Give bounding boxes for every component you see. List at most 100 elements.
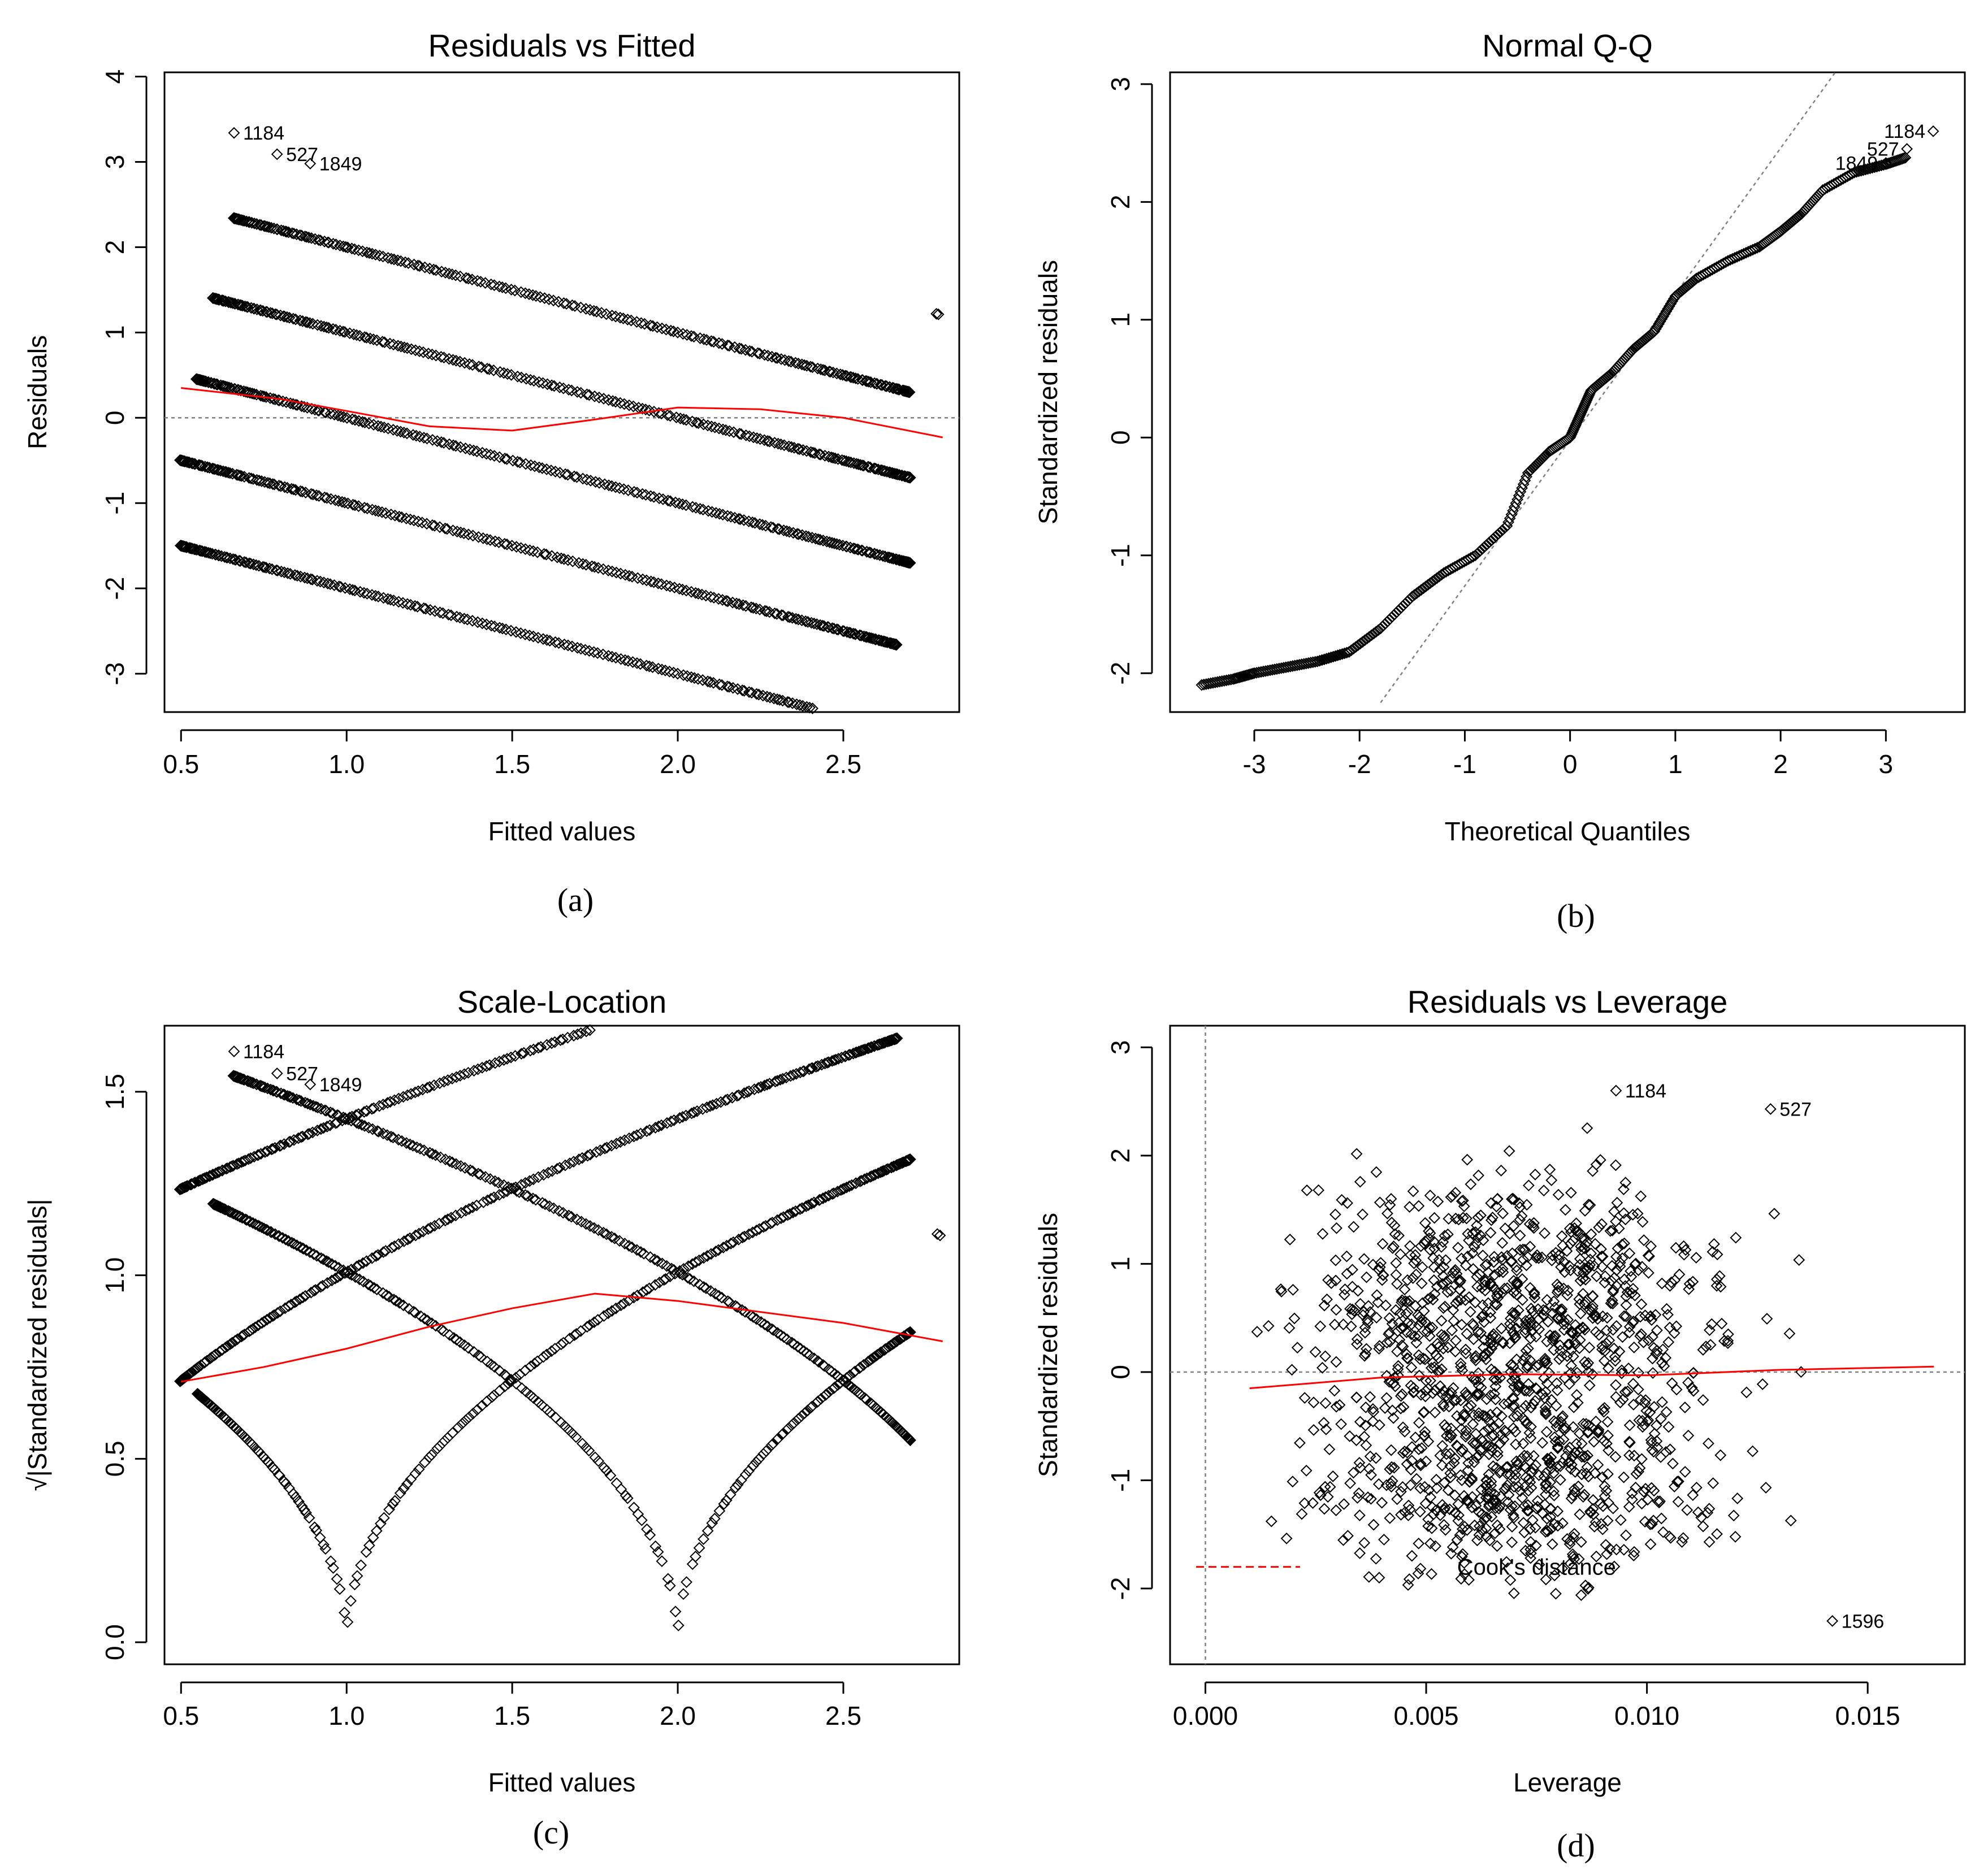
data-point [562,639,574,652]
data-point [1510,1285,1522,1297]
data-point [1861,163,1874,175]
data-point [792,1413,804,1425]
data-point [379,1245,392,1257]
data-point [600,1228,613,1240]
data-point [555,1338,568,1351]
data-point [329,1272,341,1285]
data-point [1485,1430,1498,1442]
data-point [1521,1450,1534,1463]
data-point [1619,1213,1632,1226]
data-point [1594,1498,1606,1510]
data-point [1517,1517,1530,1529]
data-point [1590,1159,1602,1171]
data-point [446,1156,458,1169]
data-point [614,311,626,324]
data-point [1582,1426,1594,1439]
data-point [1450,1394,1462,1406]
data-point [1542,1316,1554,1328]
data-point [1657,1526,1669,1538]
data-point [1711,1528,1723,1540]
data-point [1527,1450,1540,1462]
data-point [664,1580,676,1592]
data-point [802,616,814,628]
data-point [1512,1459,1524,1471]
data-point [1627,1315,1640,1327]
data-point [1462,1464,1474,1477]
data-point [588,390,601,402]
data-point [367,419,380,431]
data-point [1453,1509,1465,1521]
data-point [249,1321,261,1334]
data-point [329,1260,341,1272]
data-point [1404,1479,1417,1491]
data-point [1379,1402,1391,1415]
data-point [690,1256,702,1268]
y-tick-label: 2 [1106,1148,1135,1163]
data-point [1394,1486,1407,1498]
data-point [1544,1164,1556,1175]
data-point [1407,1185,1419,1198]
data-point [1386,1475,1398,1487]
data-point [705,335,717,348]
data-point [822,1190,835,1202]
data-point [613,482,626,494]
data-point [1638,1336,1650,1348]
data-point [1662,1336,1675,1348]
data-point [1501,520,1513,532]
data-point [506,540,518,552]
data-point [1415,1459,1427,1472]
data-point [385,1130,397,1143]
data-point [618,1298,630,1309]
data-point [1450,1268,1463,1280]
data-point [282,1235,294,1247]
data-point [1703,1503,1716,1515]
data-point [562,468,574,481]
data-point [808,617,820,630]
data-point [248,388,261,400]
data-point [1662,1421,1675,1433]
data-point [1540,1386,1552,1398]
data-point [388,253,400,266]
data-point [387,1498,399,1510]
data-point [704,1100,716,1112]
data-point [426,519,439,531]
data-point [531,546,544,558]
data-point [1592,1424,1605,1436]
data-point [1364,1450,1376,1463]
data-point [597,1226,610,1239]
data-point [1579,1299,1591,1311]
data-point [571,386,583,398]
data-point [418,602,430,614]
data-point [621,314,634,326]
data-point [1492,1369,1504,1381]
data-point [1547,1307,1559,1320]
data-point [890,639,903,651]
data-point [220,466,232,478]
y-tick-label: 0 [1106,1365,1135,1379]
data-point [1488,1488,1501,1500]
data-point [412,515,425,528]
data-point [1701,1507,1714,1519]
data-point [750,602,763,615]
data-point [460,1414,472,1426]
data-point [783,611,796,623]
data-point [1683,1278,1696,1290]
data-point [660,579,673,592]
data-point [835,1184,847,1196]
data-point [300,316,312,328]
data-point [315,1252,327,1264]
data-point [846,1179,858,1191]
data-point [1415,1442,1428,1454]
data-point [1439,1230,1451,1242]
data-point [1389,1228,1401,1240]
data-point [327,323,339,335]
data-point [734,513,746,526]
data-point [209,378,220,390]
data-point [1656,1277,1668,1290]
data-point [600,1464,613,1477]
data-point [891,1159,904,1171]
data-point [1514,1244,1526,1256]
data-point [686,415,699,428]
data-point [599,478,611,491]
data-point [505,1051,517,1064]
